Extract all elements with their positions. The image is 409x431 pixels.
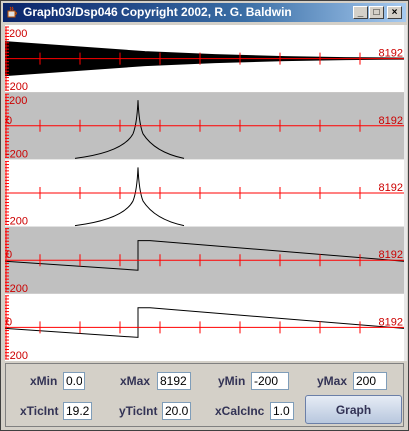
- java-cup-icon: [7, 6, 17, 18]
- y-max-label: 200: [9, 95, 27, 107]
- y-min-label: -200: [6, 350, 28, 361]
- xticint-label: xTicInt: [20, 404, 59, 418]
- title-bar[interactable]: Graph03/Dsp046 Copyright 2002, R. G. Bal…: [3, 3, 406, 22]
- xmin-label: xMin: [30, 374, 58, 388]
- y-min-label: -200: [6, 81, 28, 93]
- y-max-label: 200: [9, 28, 27, 40]
- minimize-icon: _: [357, 7, 364, 18]
- spike-curve: [74, 167, 185, 227]
- x-max-label: 8192: [379, 316, 403, 328]
- xticint-field[interactable]: [63, 402, 92, 420]
- ymax-field[interactable]: [353, 372, 387, 390]
- xmax-field[interactable]: [157, 372, 191, 390]
- ymin-label: yMin: [218, 374, 246, 388]
- xcalcinc-label: xCalcInc: [215, 404, 265, 418]
- yticint-label: yTicInt: [119, 404, 158, 418]
- y-zero-label: 0: [6, 249, 12, 261]
- y-min-label: -200: [6, 283, 28, 295]
- x-max-label: 8192: [379, 182, 403, 194]
- spike-curve: [74, 100, 185, 159]
- y-min-label: -200: [6, 148, 28, 160]
- plot-area: 200 -200 8192 200 0 -200 8192 -200 8192 0 -200 8192…: [5, 25, 404, 361]
- y-min-label: -200: [6, 216, 28, 228]
- plots-canvas: 200 -200 8192 200 0 -200 8192 -200 8192 0 -200 8192…: [5, 25, 404, 361]
- y-zero-label: 0: [6, 316, 12, 328]
- close-button[interactable]: ×: [387, 6, 402, 19]
- xmin-field[interactable]: [63, 372, 85, 390]
- minimize-button[interactable]: _: [353, 6, 368, 19]
- maximize-icon: □: [373, 7, 380, 18]
- xmax-label: xMax: [120, 374, 151, 388]
- graph-button[interactable]: Graph: [305, 395, 402, 424]
- x-max-label: 8192: [379, 249, 403, 261]
- sawtooth-curve: [5, 307, 404, 338]
- yticint-field[interactable]: [162, 402, 191, 420]
- maximize-button[interactable]: □: [369, 6, 384, 19]
- ymin-field[interactable]: [251, 372, 289, 390]
- xcalcinc-field[interactable]: [270, 402, 294, 420]
- right-edge-strip: [404, 25, 407, 361]
- x-max-label: 8192: [379, 48, 403, 60]
- y-zero-label: 0: [6, 115, 12, 127]
- ymax-label: yMax: [317, 374, 348, 388]
- close-icon: ×: [391, 7, 398, 18]
- control-panel: xMin xMax yMin yMax xTicInt yTicInt xCal…: [5, 363, 404, 427]
- x-max-label: 8192: [379, 115, 403, 127]
- sawtooth-curve: [5, 240, 404, 271]
- window-title: Graph03/Dsp046 Copyright 2002, R. G. Bal…: [23, 5, 292, 19]
